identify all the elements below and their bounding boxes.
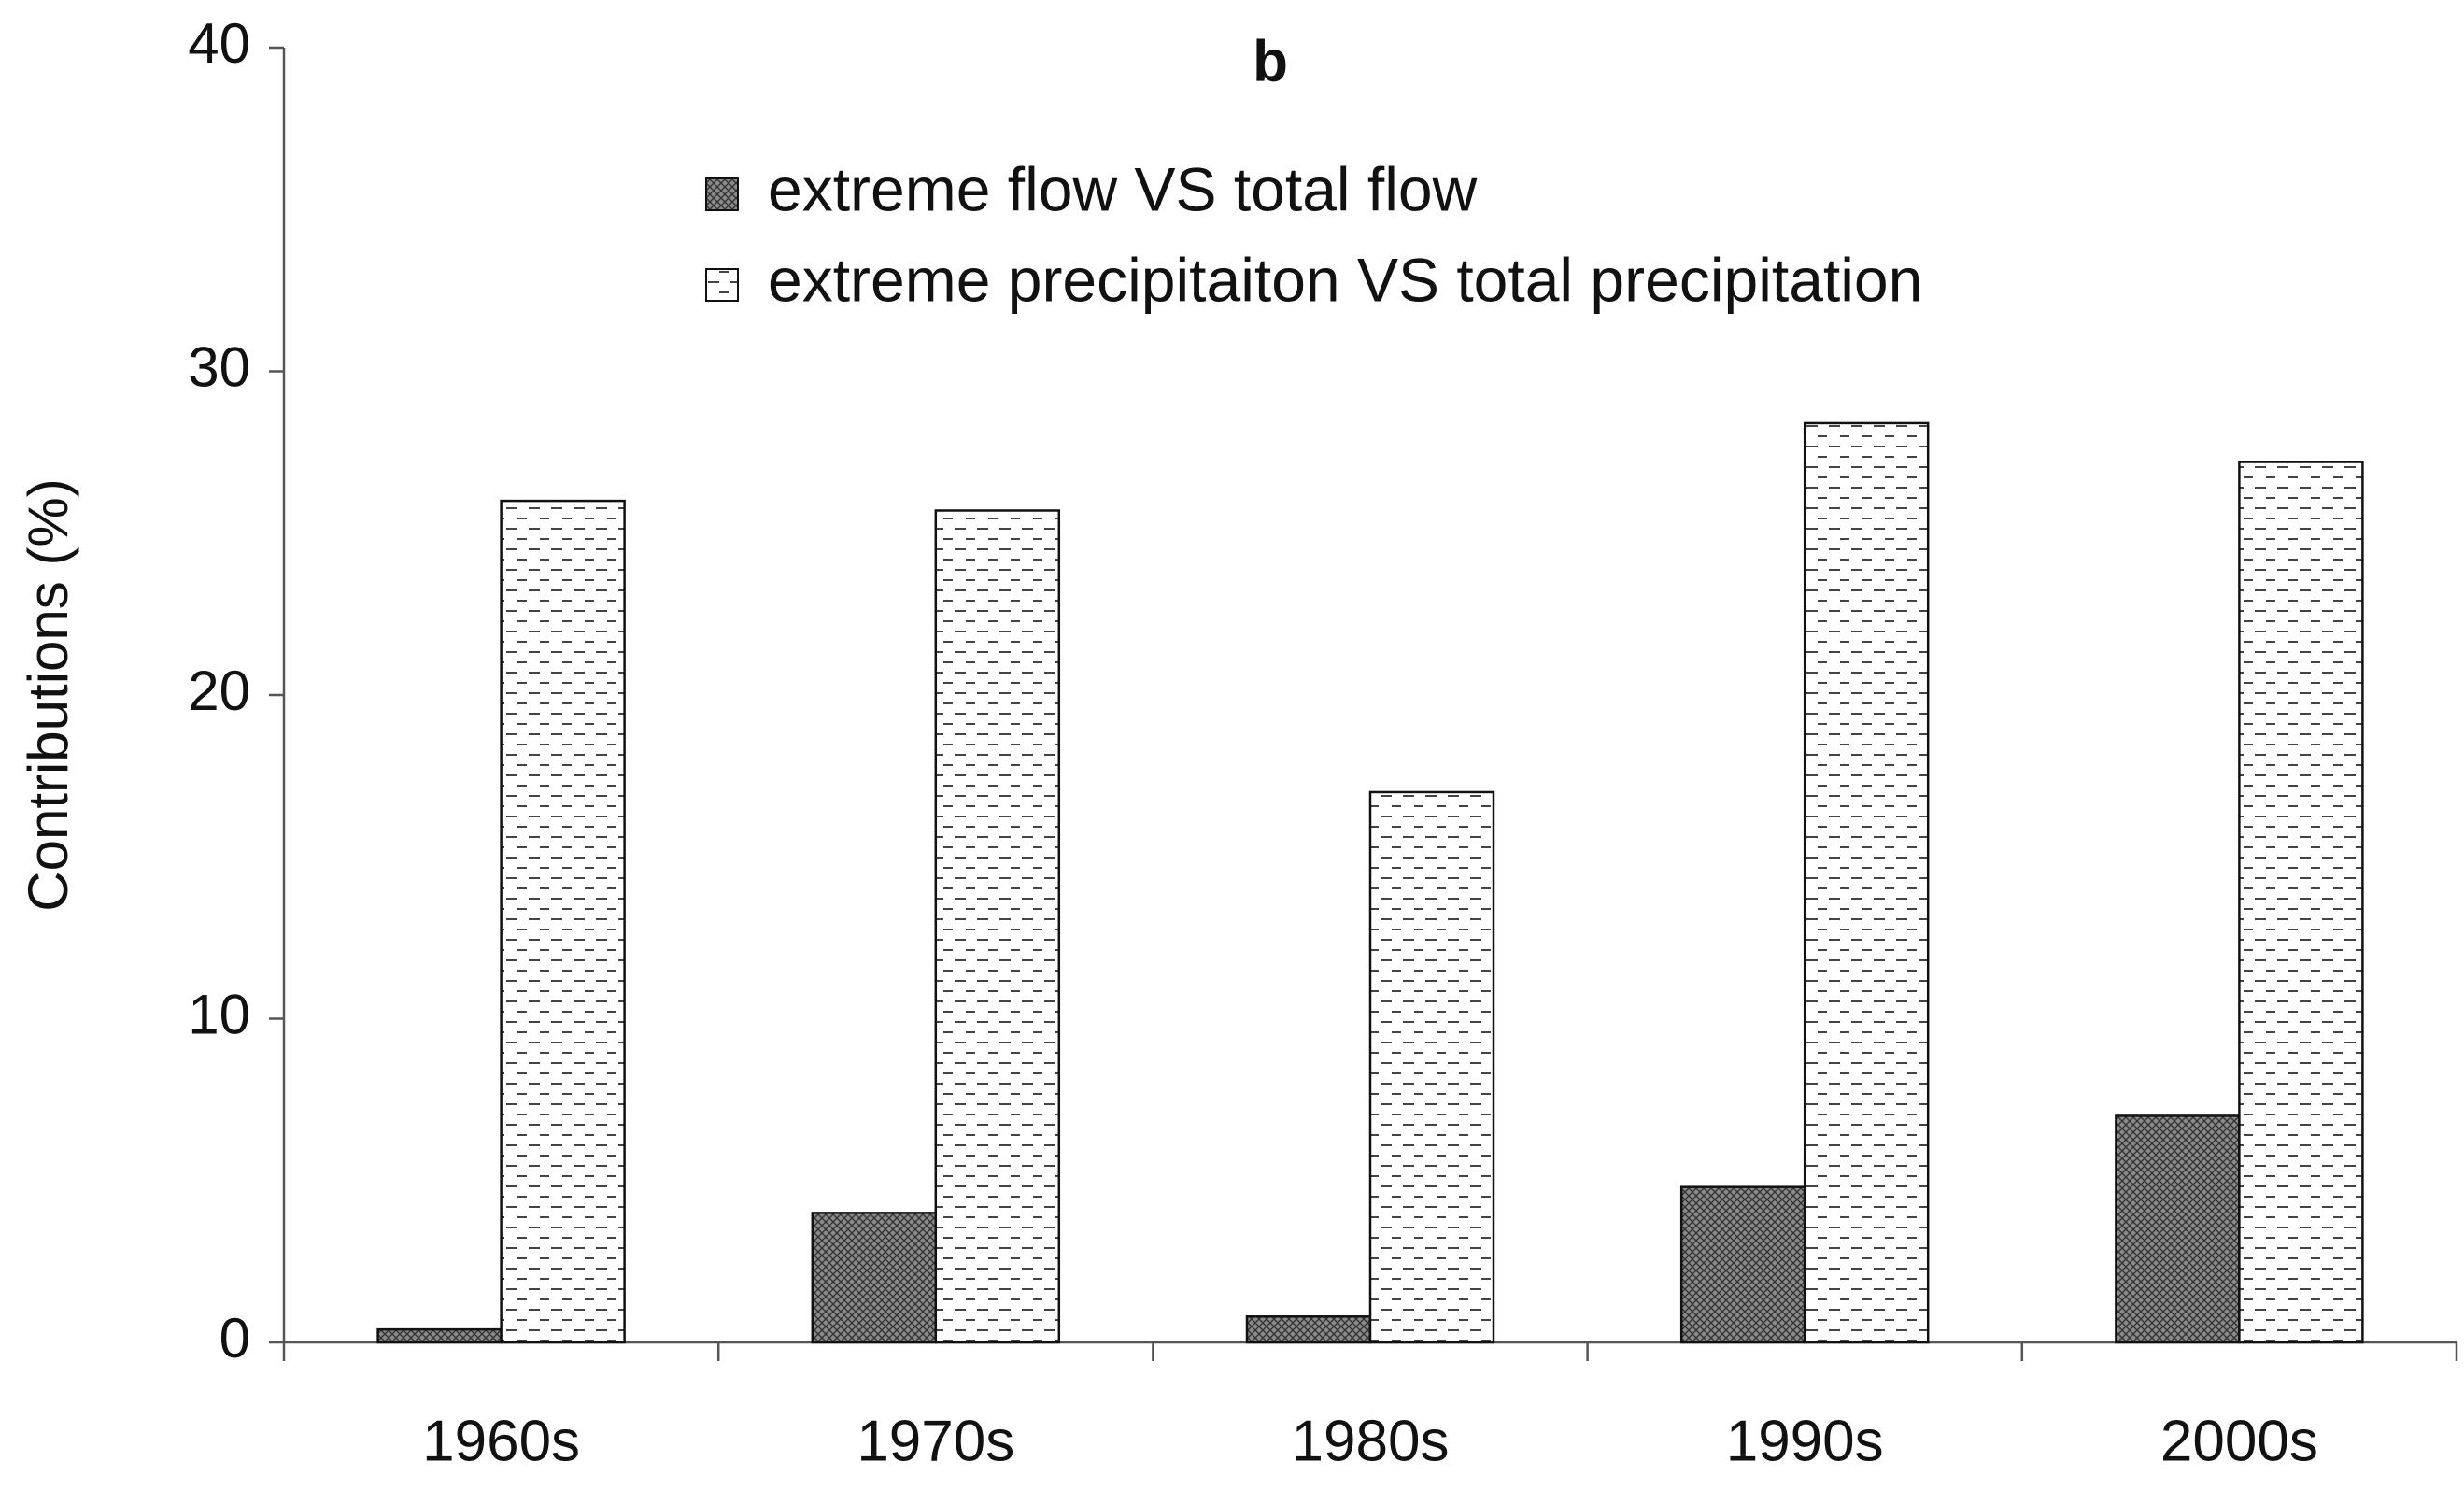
- y-tick-label: 10: [188, 983, 250, 1045]
- bar: [376, 1327, 503, 1344]
- legend-label: extreme flow VS total flow: [768, 154, 1478, 223]
- y-tick-label: 30: [188, 335, 250, 398]
- bar: [811, 1212, 938, 1344]
- x-tick-label: 1990s: [1726, 1409, 1884, 1473]
- x-tick-label: 1980s: [1292, 1409, 1450, 1473]
- bar: [934, 509, 1061, 1344]
- bar: [2238, 461, 2364, 1344]
- y-tick-label: 20: [188, 660, 250, 722]
- y-axis-label: Contributions (%): [17, 478, 79, 912]
- chart-title: b: [1253, 29, 1288, 93]
- legend-swatch: [705, 177, 739, 211]
- bar: [1368, 790, 1495, 1344]
- y-tick-label: 0: [219, 1307, 250, 1369]
- bar: [2115, 1114, 2241, 1344]
- x-tick-label: 1970s: [857, 1409, 1014, 1473]
- bar: [1803, 421, 1930, 1344]
- bar: [500, 499, 626, 1344]
- bar: [1245, 1315, 1372, 1344]
- y-tick-label: 40: [188, 12, 250, 75]
- x-tick-label: 1960s: [422, 1409, 580, 1473]
- legend-swatch: [705, 268, 739, 302]
- legend-label: extreme precipitaiton VS total precipita…: [768, 245, 1922, 314]
- bar: [1679, 1185, 1806, 1344]
- x-tick-label: 2000s: [2160, 1409, 2318, 1473]
